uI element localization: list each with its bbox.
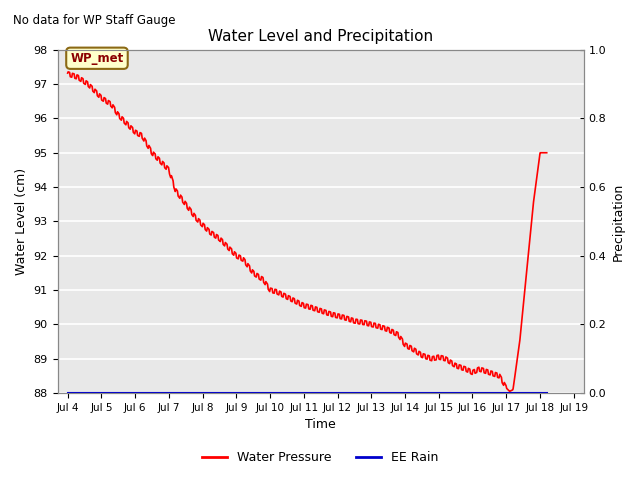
Text: WP_met: WP_met [70,52,124,65]
X-axis label: Time: Time [305,419,336,432]
Water Pressure [64,70,72,76]
Water Pressure [64,69,72,75]
Legend: Water Pressure, EE Rain: Water Pressure, EE Rain [196,446,444,469]
Water Pressure [284,294,292,300]
Water Pressure [529,203,537,209]
Text: No data for WP Staff Gauge: No data for WP Staff Gauge [13,14,175,27]
Y-axis label: Precipitation: Precipitation [612,182,625,261]
Water Pressure [88,85,96,91]
Water Pressure [529,201,537,207]
Line: Water Pressure: Water Pressure [68,72,547,391]
Water Pressure [441,358,449,364]
Water Pressure [297,303,305,309]
Y-axis label: Water Level (cm): Water Level (cm) [15,168,28,275]
Water Pressure [506,388,514,394]
Title: Water Level and Precipitation: Water Level and Precipitation [208,29,433,44]
Water Pressure [543,150,550,156]
